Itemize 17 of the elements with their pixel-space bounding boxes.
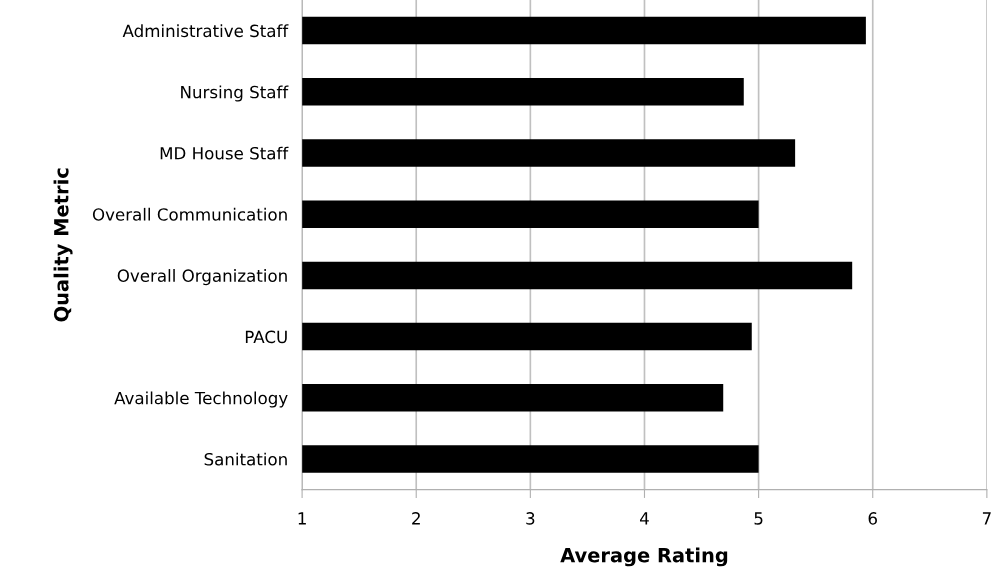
y-tick-label: PACU [245,330,287,344]
y-axis-title: Quality Metric [53,168,73,322]
x-tick-label: 4 [639,512,649,525]
x-tick-label: 2 [412,512,420,525]
y-tick-label: Overall Organization [117,269,287,286]
y-tick-label: Administrative Staff [122,24,289,38]
y-tick-label: Sanitation [204,452,287,466]
x-tick-label: 1 [298,512,306,525]
y-tick-label: Nursing Staff [181,85,289,102]
x-tick-label: 5 [754,512,763,525]
x-tick-label: 7 [982,512,991,525]
x-axis-title: Average Rating [560,547,728,567]
y-tick-label: Available Technology [114,391,288,408]
y-tick-label: Overall Communication [92,207,287,221]
x-tick-label: 6 [868,512,877,525]
x-tick-label: 3 [526,512,535,525]
y-tick-label: MD House Staff [160,146,289,160]
